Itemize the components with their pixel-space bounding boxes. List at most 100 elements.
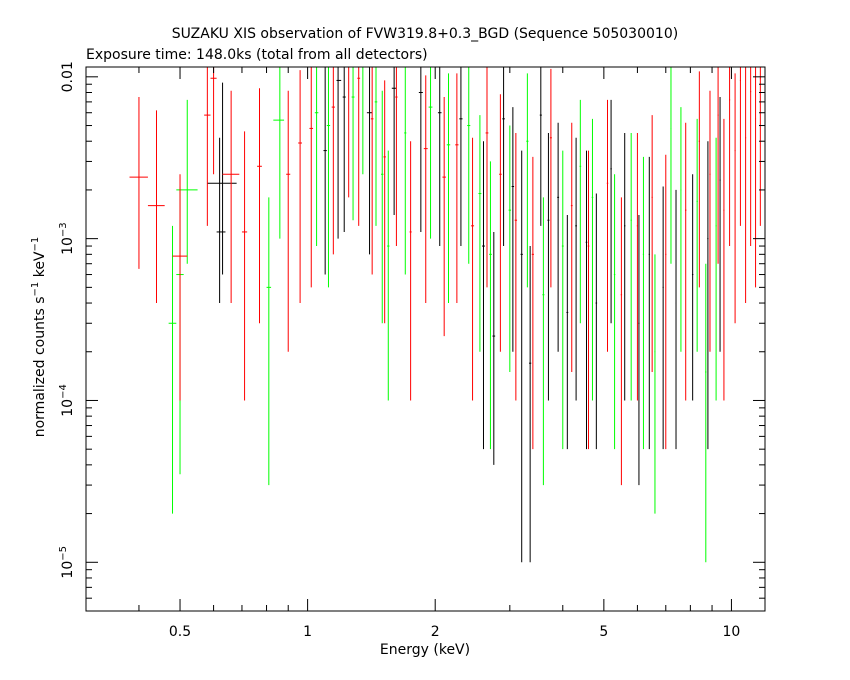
data-point (471, 137, 475, 401)
data-point (176, 99, 198, 264)
data-point (361, 66, 365, 175)
data-point (391, 67, 397, 215)
data-point (684, 122, 687, 401)
y-tick-exponent: −4 (58, 384, 69, 399)
data-point (665, 154, 667, 450)
data-point (549, 68, 552, 288)
x-tick-label: 10 (723, 624, 741, 640)
data-point (539, 67, 542, 226)
data-point (595, 193, 598, 450)
x-axis-label: Energy (keV) (380, 642, 470, 658)
data-point (492, 231, 496, 465)
data-point (750, 67, 752, 247)
data-point (482, 141, 485, 450)
data-point (570, 122, 573, 372)
data-point (314, 67, 319, 247)
data-point (172, 174, 188, 401)
data-point (709, 90, 711, 352)
data-point (717, 67, 719, 264)
data-point (587, 150, 590, 450)
y-tick-base: 0.01 (60, 61, 76, 92)
data-point (675, 189, 677, 450)
data-point (336, 67, 342, 239)
data-point (383, 80, 386, 324)
data-point (257, 88, 262, 324)
data-point (418, 67, 423, 232)
y-tick-base: 10 (60, 237, 76, 255)
data-point (638, 214, 640, 486)
data-point (508, 125, 512, 372)
data-point (529, 246, 532, 563)
data-point (370, 67, 374, 275)
data-point (561, 150, 564, 450)
data-point (298, 70, 303, 304)
data-point (404, 67, 407, 275)
y-tick-label: 0.01 (60, 61, 76, 92)
data-point (222, 90, 240, 304)
chart-title: SUZAKU XIS observation of FVW319.8+0.3_B… (172, 26, 678, 42)
data-point (691, 174, 694, 401)
plot-frame (85, 66, 766, 612)
data-point (168, 225, 177, 514)
data-point (755, 67, 757, 288)
y-axis-label-unit: keV (32, 251, 48, 282)
data-point (210, 67, 217, 175)
data-point (129, 97, 148, 269)
data-point (409, 141, 412, 401)
data-point (705, 263, 707, 563)
series-2 (129, 66, 761, 486)
y-tick-base: 10 (60, 561, 76, 579)
data-point (326, 67, 331, 288)
data-point (662, 186, 664, 450)
y-tick-label: 10−5 (58, 546, 76, 579)
data-point (606, 99, 609, 352)
data-point (241, 131, 248, 401)
data-point (342, 67, 346, 232)
data-point (395, 67, 398, 247)
data-point (273, 67, 285, 239)
data-point (459, 67, 463, 247)
data-point (204, 67, 211, 226)
data-series-group (129, 66, 761, 563)
data-point (759, 67, 761, 226)
data-point (147, 110, 165, 304)
data-point (331, 67, 335, 255)
data-point (620, 197, 623, 486)
y-axis-label-exp-1: −1 (30, 282, 41, 297)
data-point (387, 150, 390, 401)
data-point (696, 118, 698, 352)
data-point (566, 214, 569, 450)
data-point (648, 156, 650, 450)
data-point (485, 67, 489, 288)
data-point (680, 107, 682, 352)
data-point (531, 156, 534, 450)
data-point (455, 73, 459, 304)
data-point (651, 115, 653, 372)
data-point (351, 67, 355, 221)
data-point (467, 67, 471, 264)
data-point (366, 67, 373, 255)
data-point (579, 99, 582, 324)
data-point (347, 66, 351, 198)
data-point (745, 67, 747, 304)
data-point (446, 73, 451, 304)
data-point (642, 156, 645, 450)
data-point (428, 67, 433, 239)
data-point (323, 67, 327, 275)
data-point (499, 94, 502, 352)
data-point (216, 137, 226, 304)
x-tick-label: 0.5 (169, 624, 191, 640)
data-point (357, 67, 361, 226)
series-0 (207, 67, 721, 563)
data-point (729, 67, 731, 247)
data-point (511, 107, 515, 352)
data-point (636, 132, 639, 401)
x-tick-label: 5 (599, 624, 608, 640)
data-point (734, 73, 736, 324)
data-point (585, 150, 588, 450)
data-point (610, 99, 612, 324)
data-point (478, 115, 482, 352)
data-point (542, 197, 545, 486)
data-point (266, 197, 272, 486)
